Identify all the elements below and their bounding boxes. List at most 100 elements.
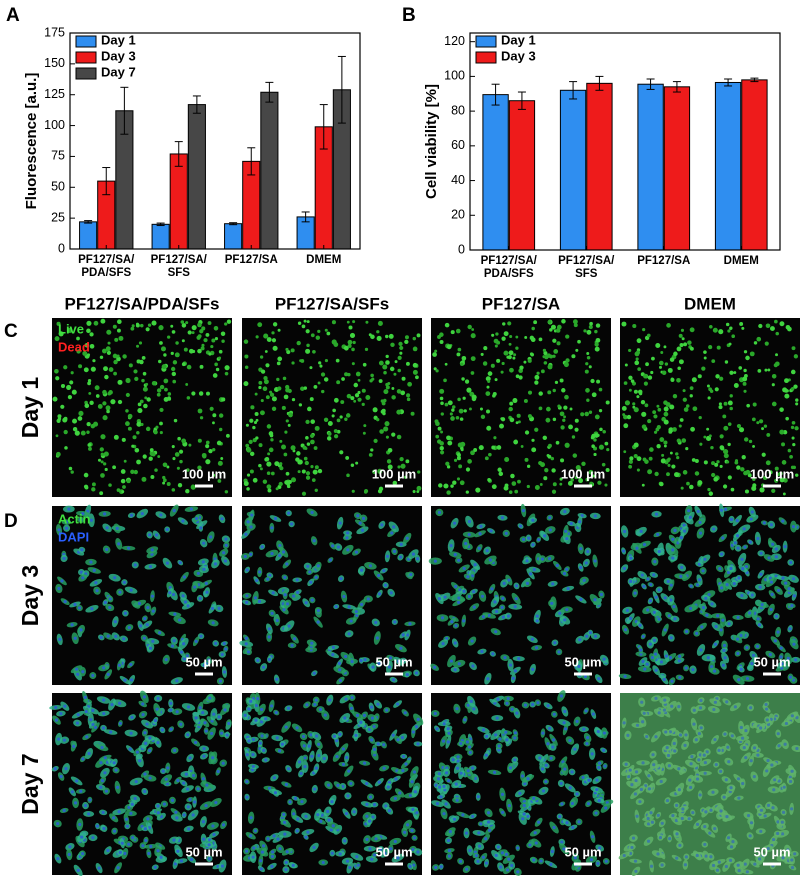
nucleus — [159, 513, 163, 517]
cell — [739, 322, 744, 326]
cell — [327, 431, 332, 436]
cell — [78, 410, 84, 416]
nucleus — [663, 698, 667, 702]
nucleus — [256, 658, 260, 662]
cell — [309, 433, 315, 439]
nucleus — [711, 790, 715, 794]
cell — [183, 347, 188, 352]
nucleus — [212, 832, 216, 837]
panel-letter: C — [4, 321, 18, 342]
cell — [349, 332, 356, 339]
nucleus — [306, 830, 310, 834]
cell — [211, 338, 216, 343]
cell — [365, 395, 371, 400]
nucleus — [262, 748, 266, 753]
cell — [667, 463, 671, 467]
nucleus — [657, 617, 661, 621]
nucleus — [459, 771, 463, 775]
nucleus — [156, 741, 160, 745]
cell — [300, 386, 305, 391]
nucleus — [484, 861, 489, 865]
cell — [586, 351, 590, 355]
nucleus — [736, 615, 740, 620]
nucleus — [89, 560, 93, 564]
nucleus — [774, 547, 778, 551]
cell — [264, 457, 269, 462]
cell — [287, 423, 291, 427]
cell — [88, 391, 92, 395]
nucleus — [638, 800, 642, 804]
nucleus — [277, 749, 282, 753]
cell — [383, 389, 389, 395]
nucleus — [462, 619, 466, 623]
cell — [546, 353, 552, 358]
nucleus — [622, 566, 627, 570]
nucleus — [354, 733, 358, 737]
nucleus — [695, 777, 700, 781]
nucleus — [170, 798, 175, 802]
x-tick-label: PF127/SA/ — [78, 254, 135, 266]
nucleus — [456, 759, 460, 763]
nucleus — [249, 525, 253, 529]
nucleus — [467, 533, 471, 537]
nucleus — [517, 657, 521, 661]
nucleus — [104, 789, 109, 793]
cell — [793, 384, 798, 389]
nucleus — [224, 537, 228, 541]
cell — [591, 444, 595, 449]
nucleus — [780, 820, 784, 824]
nucleus — [156, 804, 160, 808]
nucleus — [178, 618, 182, 622]
nucleus — [191, 813, 195, 817]
nucleus — [730, 543, 734, 547]
nucleus — [689, 785, 693, 790]
nucleus — [594, 811, 598, 815]
cell — [664, 362, 669, 366]
cell — [708, 387, 713, 392]
nucleus — [88, 798, 92, 802]
nucleus — [188, 756, 192, 760]
nucleus — [259, 867, 264, 871]
nucleus — [162, 802, 167, 806]
nucleus — [204, 729, 208, 733]
error-bar — [174, 141, 183, 167]
nucleus — [692, 708, 696, 712]
nucleus — [127, 546, 131, 550]
cell — [672, 427, 677, 432]
nucleus — [250, 513, 254, 517]
nucleus — [682, 529, 687, 533]
nucleus — [270, 611, 274, 615]
y-tick-label: 80 — [451, 103, 465, 117]
nucleus — [657, 588, 661, 592]
nucleus — [513, 736, 517, 740]
nucleus — [701, 606, 706, 610]
cell — [534, 374, 540, 380]
nucleus — [551, 582, 555, 586]
nucleus — [438, 785, 442, 789]
cell — [509, 417, 515, 423]
nucleus — [278, 544, 282, 548]
nucleus — [372, 725, 376, 729]
bar — [637, 83, 664, 251]
nucleus — [779, 655, 783, 659]
nucleus — [452, 817, 457, 821]
nucleus — [713, 642, 718, 646]
nucleus — [595, 787, 599, 792]
nucleus — [59, 774, 63, 779]
nucleus — [536, 701, 540, 705]
cell — [363, 424, 367, 428]
cell — [708, 345, 713, 350]
cell — [569, 407, 573, 411]
cell — [601, 462, 606, 467]
cell — [689, 386, 694, 391]
cell — [500, 417, 504, 421]
nucleus — [280, 742, 284, 746]
nucleus — [222, 641, 226, 646]
cell — [649, 447, 654, 452]
nucleus — [313, 702, 317, 707]
cell — [170, 324, 174, 328]
cell — [86, 328, 91, 334]
cell — [594, 346, 600, 352]
cell — [602, 429, 606, 434]
nucleus — [593, 598, 597, 602]
